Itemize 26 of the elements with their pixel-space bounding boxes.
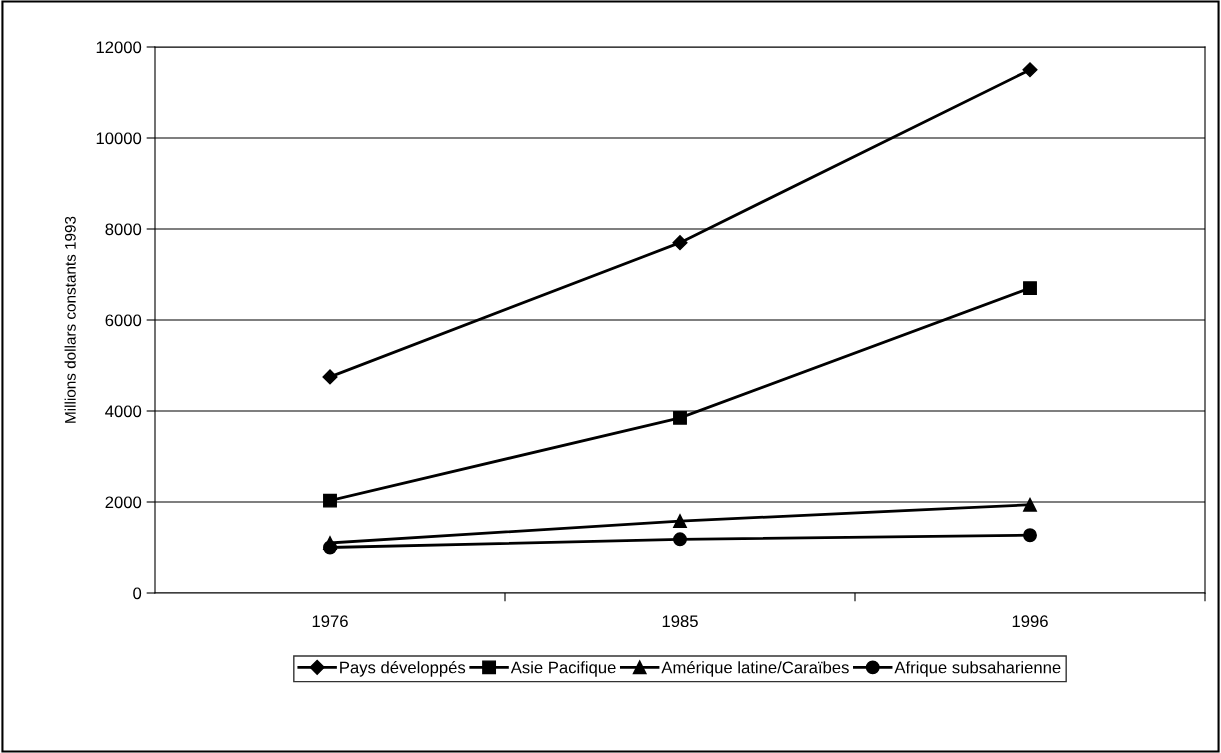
y-tick-label: 10000 (96, 132, 142, 145)
x-tick-label: 1976 (312, 615, 348, 628)
point (1022, 62, 1038, 78)
x-tick-label: 1985 (662, 615, 698, 628)
y-axis-title: Millions dollars constants 1993 (64, 216, 76, 423)
legend-label: Asie Pacifique (510, 661, 616, 677)
point (322, 369, 338, 385)
y-tick-label: 4000 (105, 405, 142, 418)
legend-label: Amérique latine/Caraïbes (661, 660, 849, 677)
legend-label: Afrique subsaharienne (894, 661, 1061, 677)
x-tick-label: 1996 (1012, 615, 1048, 628)
y-tick-label: 0 (133, 587, 142, 600)
y-tick-label: 6000 (105, 314, 142, 327)
point (673, 410, 687, 425)
y-tick-label: 2000 (105, 496, 142, 509)
point (672, 235, 688, 251)
point (1023, 528, 1037, 543)
point (1023, 281, 1037, 296)
point (673, 532, 687, 547)
y-tick-label: 12000 (96, 41, 142, 54)
point (323, 493, 337, 508)
legend-label: Pays développés (340, 660, 466, 677)
point (1023, 497, 1037, 512)
y-tick-label: 8000 (105, 223, 142, 236)
point (673, 514, 687, 529)
point (323, 536, 337, 550)
